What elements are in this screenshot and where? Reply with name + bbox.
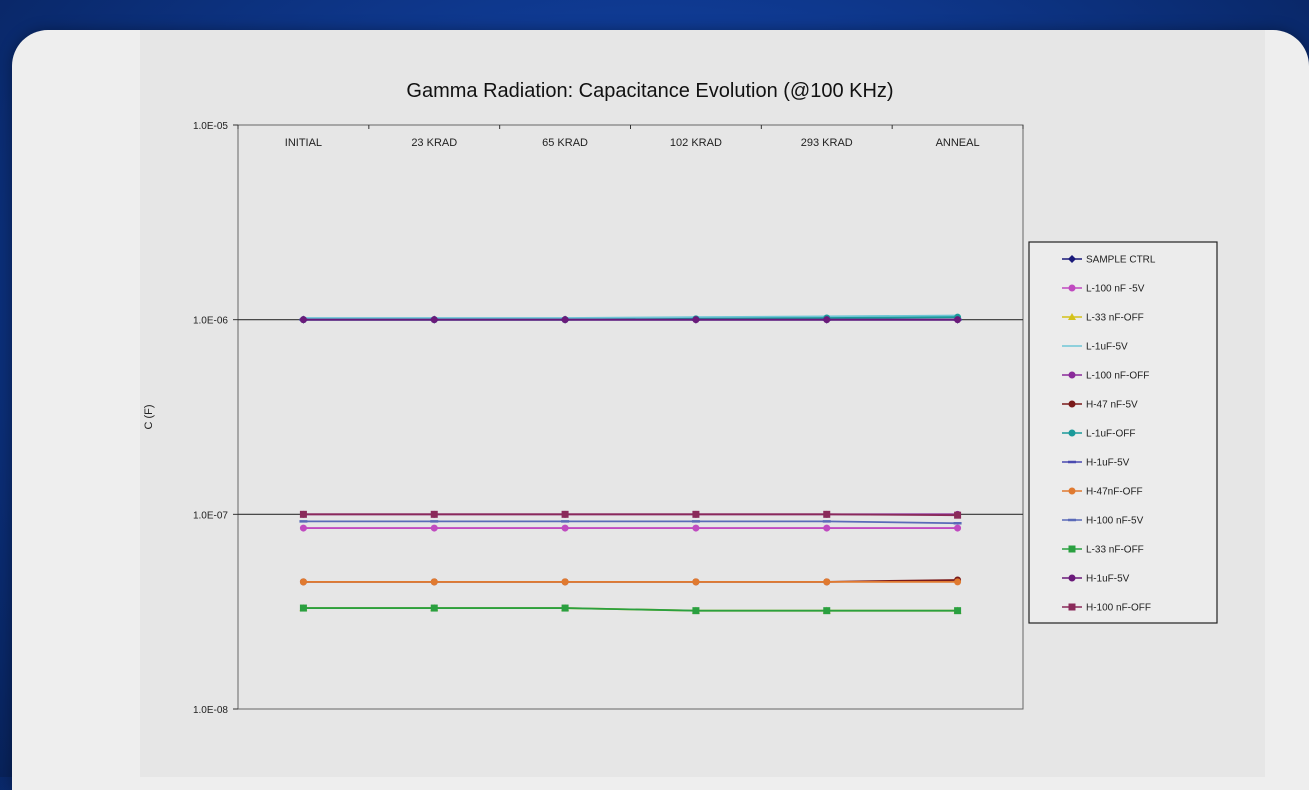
plot-area: [237, 124, 1024, 710]
data-point: [823, 316, 831, 324]
legend-entry: H-1uF-5V: [1062, 574, 1130, 585]
legend: SAMPLE CTRL L-100 nF -5V L-33 nF-OFF L-1uF-…: [1062, 255, 1156, 614]
x-tick-label: 23 KRAD: [411, 137, 457, 149]
data-point: [561, 510, 569, 518]
data-point: [561, 524, 569, 532]
x-tick-label: ANNEAL: [936, 137, 980, 149]
legend-label: L-33 nF-OFF: [1086, 545, 1144, 556]
data-point: [430, 578, 438, 586]
legend-marker: [1068, 429, 1076, 437]
legend-entry: SAMPLE CTRL: [1062, 255, 1156, 266]
legend-label: SAMPLE CTRL: [1086, 255, 1156, 266]
data-point: [561, 316, 569, 324]
data-point: [823, 578, 831, 586]
y-tick-label: 1.0E-08: [193, 705, 228, 716]
data-point: [823, 524, 831, 532]
x-axis: INITIAL 23 KRAD 65 KRAD 102 KRAD 293 KRAD ANN…: [237, 125, 1024, 149]
data-point: [692, 607, 700, 615]
data-point: [430, 524, 438, 532]
legend-label: L-100 nF-OFF: [1086, 371, 1149, 382]
data-point: [954, 578, 962, 586]
legend-marker: [1068, 284, 1076, 292]
data-point: [954, 511, 962, 519]
legend-label: H-1uF-5V: [1086, 458, 1130, 469]
y-tick-label: 1.0E-06: [193, 316, 228, 327]
data-point: [299, 510, 307, 518]
data-point: [561, 604, 569, 612]
legend-label: H-1uF-5V: [1086, 574, 1130, 585]
legend-entry: L-33 nF-OFF: [1062, 313, 1144, 324]
series-10: [299, 520, 962, 525]
series-line: [303, 314, 958, 319]
data-point: [692, 510, 700, 518]
x-tick-label: 65 KRAD: [542, 137, 588, 149]
legend-entry: L-33 nF-OFF: [1062, 545, 1144, 556]
series-13: [299, 510, 962, 519]
legend-entry: H-100 nF-OFF: [1062, 603, 1151, 614]
series-11: [299, 604, 962, 615]
series-9: [299, 578, 962, 586]
data-point: [692, 578, 700, 586]
legend-marker: [1068, 255, 1076, 263]
series-line: [303, 520, 958, 525]
data-point: [299, 604, 307, 612]
series-4: [303, 314, 958, 319]
data-point: [692, 524, 700, 532]
legend-entry: L-1uF-5V: [1062, 342, 1128, 353]
data-point: [430, 316, 438, 324]
data-point: [430, 510, 438, 518]
series-2: [299, 524, 962, 532]
legend-entry: H-47 nF-5V: [1062, 400, 1138, 411]
legend-entry: H-100 nF-5V: [1062, 516, 1144, 527]
legend-marker: [1068, 400, 1076, 408]
legend-marker: [1068, 487, 1076, 495]
legend-entry: L-100 nF-OFF: [1062, 371, 1149, 382]
chart-title: Gamma Radiation: Capacitance Evolution (…: [406, 80, 893, 102]
legend-marker: [1068, 313, 1076, 320]
data-point: [823, 510, 831, 518]
data-point: [954, 316, 962, 324]
legend-label: H-47nF-OFF: [1086, 487, 1143, 498]
legend-label: L-33 nF-OFF: [1086, 313, 1144, 324]
data-point: [561, 578, 569, 586]
legend-label: H-47 nF-5V: [1086, 400, 1138, 411]
series-12: [299, 316, 962, 324]
series-layer: [299, 313, 962, 615]
series-line: [303, 607, 958, 612]
legend-label: L-100 nF -5V: [1086, 284, 1145, 295]
legend-marker: [1068, 371, 1076, 379]
data-point: [823, 607, 831, 615]
legend-entry: L-1uF-OFF: [1062, 429, 1135, 440]
legend-marker: [1068, 603, 1076, 611]
series-line: [303, 513, 958, 517]
data-point: [299, 578, 307, 586]
y-tick-label: 1.0E-07: [193, 510, 228, 521]
data-point: [299, 524, 307, 532]
legend-label: L-1uF-OFF: [1086, 429, 1135, 440]
data-point: [430, 604, 438, 612]
legend-label: H-100 nF-5V: [1086, 516, 1144, 527]
data-point: [954, 524, 962, 532]
legend-entry: L-100 nF -5V: [1062, 284, 1145, 295]
legend-box: [1028, 241, 1218, 624]
x-tick-label: INITIAL: [285, 137, 322, 149]
data-point: [692, 316, 700, 324]
legend-entry: H-47nF-OFF: [1062, 487, 1143, 498]
legend-label: H-100 nF-OFF: [1086, 603, 1151, 614]
y-tick-label: 1.0E-05: [193, 121, 228, 132]
y-axis-label: C (F): [143, 404, 155, 429]
data-point: [954, 607, 962, 615]
y-axis: 1.0E-05 1.0E-06 1.0E-07 1.0E-08: [193, 121, 238, 716]
x-tick-label: 293 KRAD: [801, 137, 853, 149]
legend-entry: H-1uF-5V: [1062, 458, 1130, 469]
data-point: [299, 316, 307, 324]
legend-marker: [1068, 545, 1076, 553]
legend-label: L-1uF-5V: [1086, 342, 1128, 353]
x-tick-label: 102 KRAD: [670, 137, 722, 149]
legend-marker: [1068, 574, 1076, 582]
